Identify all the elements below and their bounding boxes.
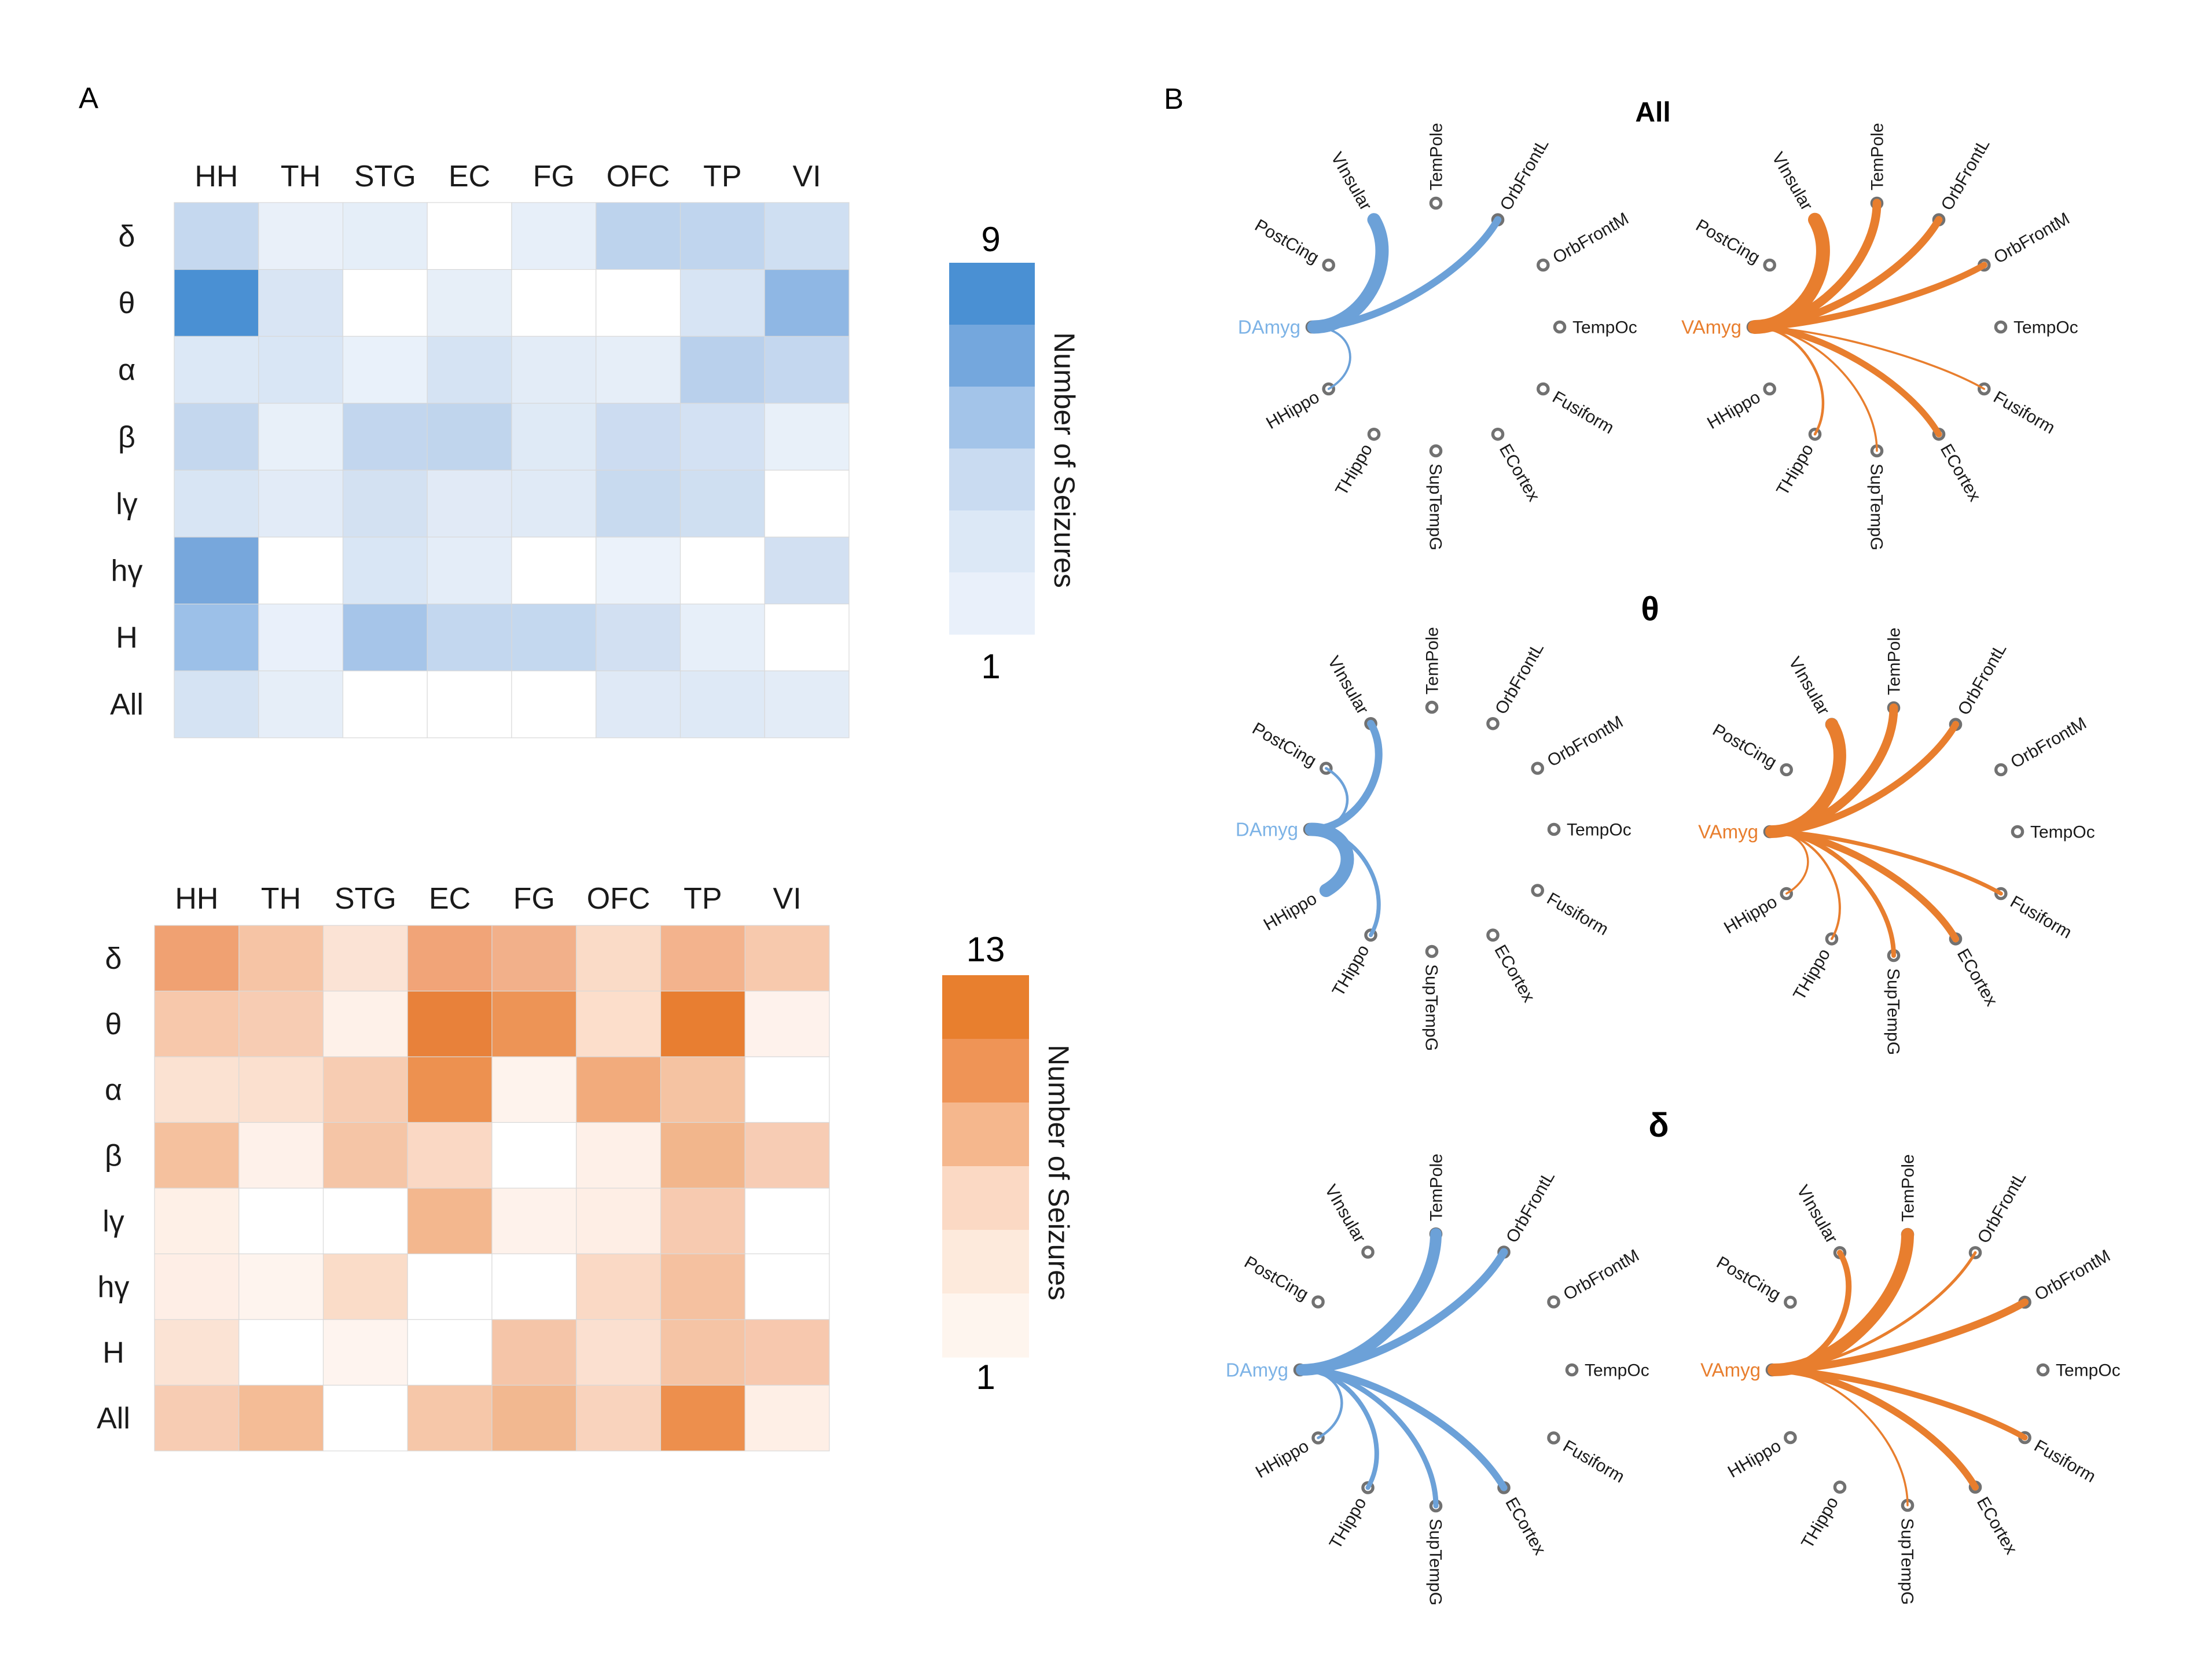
svg-text:θ: θ — [1641, 590, 1659, 628]
svg-text:All: All — [110, 688, 144, 722]
svg-text:VAmyg: VAmyg — [1681, 317, 1741, 338]
svg-text:OFC: OFC — [587, 882, 651, 916]
svg-text:FG: FG — [513, 882, 555, 916]
svg-text:13: 13 — [967, 930, 1005, 969]
svg-text:A: A — [79, 82, 98, 115]
svg-text:SupTempG: SupTempG — [1884, 968, 1903, 1055]
svg-text:TemPole: TemPole — [1427, 123, 1446, 190]
svg-text:STG: STG — [335, 882, 396, 916]
svg-text:DAmyg: DAmyg — [1236, 819, 1298, 840]
svg-text:FG: FG — [533, 160, 575, 193]
svg-text:DAmyg: DAmyg — [1226, 1359, 1288, 1381]
svg-text:lγ: lγ — [116, 487, 138, 521]
svg-text:TH: TH — [281, 160, 321, 193]
svg-text:VI: VI — [773, 882, 802, 916]
svg-text:hγ: hγ — [98, 1270, 130, 1304]
svg-text:H: H — [116, 621, 138, 655]
svg-text:δ: δ — [105, 942, 122, 976]
svg-text:α: α — [118, 354, 135, 387]
svg-text:TemPole: TemPole — [1423, 627, 1442, 694]
svg-text:Number of Seizures: Number of Seizures — [1042, 1045, 1075, 1300]
svg-text:SupTempG: SupTempG — [1867, 464, 1886, 550]
svg-text:TempOc: TempOc — [2056, 1361, 2121, 1380]
svg-text:OFC: OFC — [607, 160, 670, 193]
svg-text:TP: TP — [703, 160, 741, 193]
svg-text:TH: TH — [261, 882, 301, 916]
svg-text:δ: δ — [119, 220, 135, 253]
svg-text:TemPole: TemPole — [1427, 1153, 1446, 1221]
svg-text:1: 1 — [981, 647, 1000, 686]
svg-text:H: H — [102, 1336, 124, 1370]
svg-text:TP: TP — [684, 882, 722, 916]
svg-text:θ: θ — [105, 1008, 122, 1041]
svg-text:VAmyg: VAmyg — [1700, 1359, 1761, 1381]
svg-text:HH: HH — [175, 882, 218, 916]
svg-text:TempOc: TempOc — [2030, 823, 2095, 842]
svg-text:hγ: hγ — [111, 554, 143, 588]
svg-text:SupTempG: SupTempG — [1426, 1519, 1445, 1605]
svg-text:TempOc: TempOc — [1585, 1361, 1649, 1380]
svg-text:TempOc: TempOc — [1572, 318, 1637, 337]
svg-text:β: β — [118, 420, 135, 454]
svg-text:EC: EC — [429, 882, 471, 916]
svg-text:EC: EC — [449, 160, 490, 193]
svg-text:1: 1 — [976, 1358, 995, 1397]
svg-text:Number of Seizures: Number of Seizures — [1048, 332, 1081, 588]
svg-text:SupTempG: SupTempG — [1422, 964, 1441, 1051]
svg-text:TempOc: TempOc — [2013, 318, 2078, 337]
svg-text:VAmyg: VAmyg — [1698, 821, 1758, 843]
svg-text:VI: VI — [793, 160, 821, 193]
svg-text:DAmyg: DAmyg — [1238, 317, 1300, 338]
svg-text:β: β — [105, 1139, 122, 1173]
svg-text:All: All — [97, 1402, 130, 1435]
svg-text:SupTempG: SupTempG — [1898, 1518, 1917, 1605]
svg-text:STG: STG — [354, 160, 416, 193]
svg-text:TemPole: TemPole — [1885, 627, 1904, 695]
svg-text:SupTempG: SupTempG — [1426, 464, 1445, 550]
svg-text:α: α — [105, 1074, 122, 1107]
svg-text:TemPole: TemPole — [1899, 1154, 1918, 1222]
svg-text:lγ: lγ — [102, 1205, 124, 1239]
svg-text:TempOc: TempOc — [1567, 821, 1632, 840]
svg-text:B: B — [1164, 82, 1184, 115]
svg-text:All: All — [1635, 97, 1670, 128]
svg-text:δ: δ — [1648, 1107, 1669, 1144]
svg-text:θ: θ — [119, 286, 135, 320]
svg-text:9: 9 — [981, 220, 1000, 259]
svg-text:TemPole: TemPole — [1868, 123, 1887, 190]
svg-text:HH: HH — [194, 160, 238, 193]
